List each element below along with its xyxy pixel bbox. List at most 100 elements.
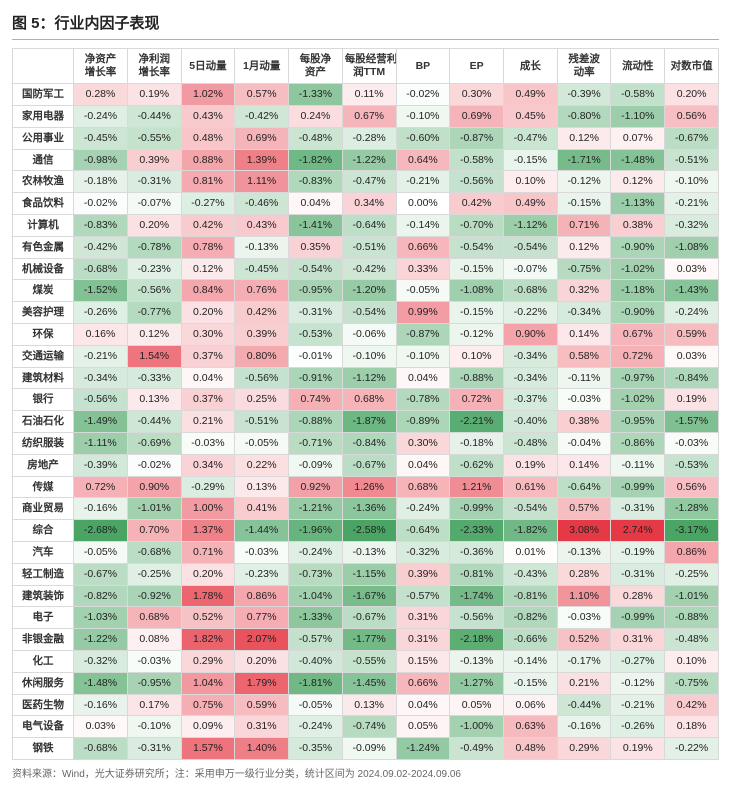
data-cell: 0.42% <box>450 193 504 215</box>
data-cell: -0.51% <box>235 411 289 433</box>
data-cell: 0.67% <box>611 324 665 346</box>
data-cell: -1.82% <box>503 520 557 542</box>
data-cell: -1.22% <box>342 149 396 171</box>
data-cell: -0.95% <box>289 280 343 302</box>
data-cell: -2.58% <box>342 520 396 542</box>
data-cell: 0.04% <box>289 193 343 215</box>
data-cell: -0.60% <box>396 127 450 149</box>
data-cell: -0.25% <box>665 563 719 585</box>
data-cell: -0.51% <box>342 236 396 258</box>
data-cell: -0.55% <box>127 127 181 149</box>
data-cell: -1.45% <box>342 672 396 694</box>
data-cell: -0.23% <box>235 563 289 585</box>
row-header: 机械设备 <box>13 258 74 280</box>
data-cell: 0.45% <box>503 106 557 128</box>
data-cell: -1.01% <box>665 585 719 607</box>
data-cell: 0.29% <box>181 650 235 672</box>
row-header: 医药生物 <box>13 694 74 716</box>
data-cell: -0.57% <box>396 585 450 607</box>
data-cell: -0.45% <box>235 258 289 280</box>
row-header: 钢铁 <box>13 738 74 760</box>
row-header: 房地产 <box>13 454 74 476</box>
data-cell: 0.66% <box>396 236 450 258</box>
data-cell: 0.31% <box>396 629 450 651</box>
data-cell: 0.28% <box>611 585 665 607</box>
data-cell: -0.40% <box>289 650 343 672</box>
row-header: 轻工制造 <box>13 563 74 585</box>
data-cell: -0.54% <box>503 498 557 520</box>
data-cell: -0.54% <box>342 302 396 324</box>
table-row: 美容护理-0.26%-0.77%0.20%0.42%-0.31%-0.54%0.… <box>13 302 719 324</box>
row-header: 建筑材料 <box>13 367 74 389</box>
table-row: 传媒0.72%0.90%-0.29%0.13%0.92%1.26%0.68%1.… <box>13 476 719 498</box>
data-cell: 0.33% <box>396 258 450 280</box>
data-cell: 0.12% <box>181 258 235 280</box>
data-cell: -0.24% <box>289 541 343 563</box>
data-cell: -0.28% <box>342 127 396 149</box>
data-cell: -1.18% <box>611 280 665 302</box>
data-cell: 0.68% <box>396 476 450 498</box>
data-cell: -0.05% <box>74 541 128 563</box>
data-cell: 0.03% <box>665 345 719 367</box>
data-cell: 0.13% <box>127 389 181 411</box>
data-cell: -0.44% <box>127 106 181 128</box>
data-cell: 0.49% <box>503 193 557 215</box>
table-row: 机械设备-0.68%-0.23%0.12%-0.45%-0.54%-0.42%0… <box>13 258 719 280</box>
data-cell: 0.22% <box>235 454 289 476</box>
data-cell: -0.02% <box>396 84 450 106</box>
data-cell: -0.46% <box>235 193 289 215</box>
table-header-row: 净资产增长率净利润增长率5日动量1月动量每股净资产每股经营利润TTMBPEP成长… <box>13 49 719 84</box>
row-header: 煤炭 <box>13 280 74 302</box>
data-cell: -0.69% <box>127 433 181 455</box>
data-cell: -0.02% <box>127 454 181 476</box>
data-cell: 0.20% <box>665 84 719 106</box>
data-cell: -0.58% <box>611 84 665 106</box>
col-header: 5日动量 <box>181 49 235 84</box>
data-cell: -1.48% <box>611 149 665 171</box>
data-cell: -0.67% <box>665 127 719 149</box>
table-row: 商业贸易-0.16%-1.01%1.00%0.41%-1.21%-1.36%-0… <box>13 498 719 520</box>
data-cell: -1.74% <box>450 585 504 607</box>
data-cell: 0.71% <box>181 541 235 563</box>
data-cell: 0.49% <box>503 84 557 106</box>
data-cell: 0.06% <box>503 694 557 716</box>
data-cell: -1.28% <box>665 498 719 520</box>
data-cell: 0.19% <box>611 738 665 760</box>
data-cell: -0.05% <box>235 433 289 455</box>
data-cell: -0.29% <box>181 476 235 498</box>
data-cell: -0.21% <box>611 694 665 716</box>
data-cell: 0.52% <box>181 607 235 629</box>
data-cell: -0.56% <box>127 280 181 302</box>
table-row: 国防军工0.28%0.19%1.02%0.57%-1.33%0.11%-0.02… <box>13 84 719 106</box>
data-cell: -0.24% <box>289 716 343 738</box>
data-cell: -1.52% <box>74 280 128 302</box>
data-cell: 0.86% <box>665 541 719 563</box>
col-header: 成长 <box>503 49 557 84</box>
data-cell: -0.80% <box>557 106 611 128</box>
data-cell: -0.24% <box>396 498 450 520</box>
data-cell: -1.44% <box>235 520 289 542</box>
data-cell: -0.78% <box>127 236 181 258</box>
data-cell: 0.13% <box>342 694 396 716</box>
col-header: 1月动量 <box>235 49 289 84</box>
data-cell: 0.84% <box>181 280 235 302</box>
row-header: 休闲服务 <box>13 672 74 694</box>
data-cell: 0.37% <box>181 389 235 411</box>
data-cell: -1.41% <box>289 215 343 237</box>
data-cell: 0.11% <box>342 84 396 106</box>
data-cell: 1.40% <box>235 738 289 760</box>
data-cell: -0.32% <box>396 541 450 563</box>
data-cell: -0.83% <box>289 171 343 193</box>
data-cell: -0.13% <box>450 650 504 672</box>
data-cell: -0.68% <box>74 738 128 760</box>
data-cell: 0.20% <box>181 302 235 324</box>
data-cell: 0.38% <box>557 411 611 433</box>
data-cell: -0.32% <box>665 215 719 237</box>
data-cell: -0.18% <box>450 433 504 455</box>
data-cell: 0.05% <box>396 716 450 738</box>
data-cell: -0.49% <box>450 738 504 760</box>
row-header: 计算机 <box>13 215 74 237</box>
data-cell: 0.92% <box>289 476 343 498</box>
data-cell: -1.21% <box>289 498 343 520</box>
col-header: 对数市值 <box>665 49 719 84</box>
